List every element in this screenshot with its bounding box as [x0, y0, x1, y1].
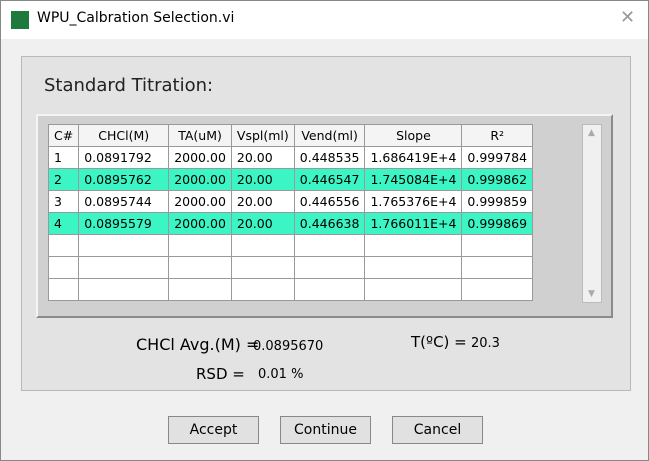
app-icon	[11, 11, 29, 29]
avg-label: CHCl Avg.(M) =	[136, 335, 260, 354]
panel-title: Standard Titration:	[44, 75, 214, 96]
table-cell: 0.0895744	[78, 190, 170, 213]
empty-cell	[78, 234, 170, 257]
column-header: R²	[461, 124, 534, 147]
cancel-button[interactable]: Cancel	[392, 416, 483, 444]
column-header: Vspl(ml)	[230, 124, 295, 147]
column-header: Slope	[364, 124, 463, 147]
table-cell: 2000.00	[168, 190, 232, 213]
table-row[interactable]: 4 0.0895579 2000.00 20.00 0.446638 1.766011E+…	[47, 212, 534, 235]
table-cell: 1.766011E+4	[364, 212, 463, 235]
rsd-label: RSD =	[196, 365, 245, 383]
table-cell: 0.0895579	[78, 212, 170, 235]
table-cell: 0.0895762	[78, 168, 170, 191]
scrollbar[interactable]: ▲ ▼	[582, 124, 602, 303]
empty-row	[47, 256, 534, 279]
table-row[interactable]: 2 0.0895762 2000.00 20.00 0.446547 1.745084E+…	[47, 168, 534, 191]
empty-cell	[78, 256, 170, 279]
empty-cell	[461, 234, 534, 257]
table-cell: 1.765376E+4	[364, 190, 463, 213]
empty-cell	[461, 256, 534, 279]
temp-label: T(ºC) =	[411, 333, 467, 351]
column-header: TA(uM)	[168, 124, 232, 147]
empty-row	[47, 278, 534, 301]
table-cell: 0.999862	[461, 168, 534, 191]
title-bar: WPU_Calbration Selection.vi ✕	[1, 1, 648, 39]
table-cell: 1	[47, 146, 80, 169]
table-cell: 2000.00	[168, 168, 232, 191]
window-title: WPU_Calbration Selection.vi	[37, 10, 235, 26]
table-row[interactable]: 1 0.0891792 2000.00 20.00 0.448535 1.686419E+…	[47, 146, 534, 169]
column-header: C#	[47, 124, 80, 147]
table-cell: 0.0891792	[78, 146, 170, 169]
empty-cell	[230, 278, 295, 301]
accept-button[interactable]: Accept	[168, 416, 259, 444]
empty-cell	[364, 256, 463, 279]
empty-cell	[293, 278, 366, 301]
rsd-value: 0.01 %	[258, 367, 304, 382]
empty-cell	[47, 256, 80, 279]
table-cell: 0.999869	[461, 212, 534, 235]
empty-cell	[168, 278, 232, 301]
empty-cell	[461, 278, 534, 301]
table-cell: 1.686419E+4	[364, 146, 463, 169]
table-cell: 20.00	[230, 168, 295, 191]
table-cell: 20.00	[230, 212, 295, 235]
table-cell: 4	[47, 212, 80, 235]
empty-cell	[47, 278, 80, 301]
empty-cell	[168, 256, 232, 279]
temp-value: 20.3	[471, 336, 500, 351]
table-cell: 2000.00	[168, 146, 232, 169]
header-row: C# CHCl(M) TA(uM) Vspl(ml) Vend(ml) Slope R²	[47, 124, 534, 147]
table-cell: 2	[47, 168, 80, 191]
table-cell: 1.745084E+4	[364, 168, 463, 191]
table-cell: 0.448535	[293, 146, 366, 169]
empty-cell	[364, 234, 463, 257]
table-row[interactable]: 3 0.0895744 2000.00 20.00 0.446556 1.765376E+…	[47, 190, 534, 213]
column-header: CHCl(M)	[78, 124, 170, 147]
table-cell: 0.999784	[461, 146, 534, 169]
empty-cell	[230, 256, 295, 279]
table-cell: 0.446547	[293, 168, 366, 191]
table-cell: 0.446556	[293, 190, 366, 213]
empty-cell	[293, 256, 366, 279]
avg-value: 0.0895670	[253, 339, 324, 354]
empty-cell	[47, 234, 80, 257]
table-cell: 20.00	[230, 190, 295, 213]
table-cell: 3	[47, 190, 80, 213]
table-cell: 2000.00	[168, 212, 232, 235]
continue-button[interactable]: Continue	[280, 416, 371, 444]
empty-cell	[293, 234, 366, 257]
table-cell: 20.00	[230, 146, 295, 169]
empty-cell	[168, 234, 232, 257]
empty-cell	[78, 278, 170, 301]
empty-cell	[364, 278, 463, 301]
close-button[interactable]: ✕	[620, 7, 636, 28]
table-cell: 0.999859	[461, 190, 534, 213]
results-table: C# CHCl(M) TA(uM) Vspl(ml) Vend(ml) Slope R² 1…	[47, 124, 534, 301]
empty-cell	[230, 234, 295, 257]
empty-row	[47, 234, 534, 257]
table-cell: 0.446638	[293, 212, 366, 235]
column-header: Vend(ml)	[293, 124, 366, 147]
